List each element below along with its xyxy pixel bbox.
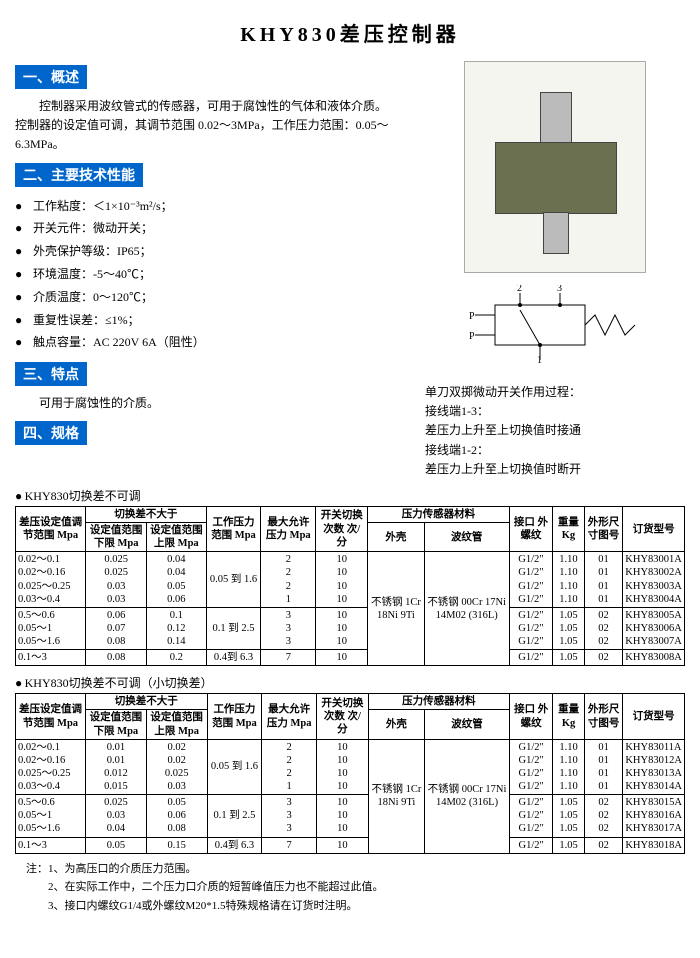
svg-text:3: 3 <box>557 285 562 294</box>
spec-item: 环境温度：-5～40℃； <box>33 263 395 286</box>
section-tech-header: 二、主要技术性能 <box>15 163 143 187</box>
switch-caption: 单刀双掷微动开关作用过程： 接线端1-3： 差压力上升至上切换值时接通 接线端1… <box>425 383 685 479</box>
tech-spec-list: 工作粘度：＜1×10⁻³m²/s； 开关元件：微动开关； 外壳保护等级：IP65… <box>15 195 395 355</box>
right-column: P P 2 3 1 单刀双掷微动开关作用过程： 接线端1-3： 差压力上升至上切… <box>425 61 685 479</box>
table-row: 0.1～3 0.050.15 0.4到 6.37 10 G1/2"1.05 02… <box>16 837 685 853</box>
table1-title: KHY830切换差不可调 <box>15 487 685 504</box>
table-row: 0.1～3 0.080.2 0.4到 6.37 10 G1/2"1.05 02K… <box>16 650 685 666</box>
spec-item: 触点容量：AC 220V 6A（阻性） <box>33 331 395 354</box>
table2-title: KHY830切换差不可调（小切换差） <box>15 674 685 691</box>
spec-item: 工作粘度：＜1×10⁻³m²/s； <box>33 195 395 218</box>
spec-table-1: 差压设定值调节范围 Mpa 切换差不大于 工作压力范围 Mpa 最大允许压力 M… <box>15 506 685 666</box>
spec-table-2: 差压设定值调节范围 Mpa 切换差不大于 工作压力范围 Mpa 最大允许压力 M… <box>15 693 685 853</box>
section-features-header: 三、特点 <box>15 362 87 386</box>
table-row: 0.02～0.10.02～0.160.025～0.250.03～0.4 0.01… <box>16 739 685 795</box>
product-image <box>464 61 646 273</box>
spec-item: 外壳保护等级：IP65； <box>33 240 395 263</box>
spec-item: 开关元件：微动开关； <box>33 217 395 240</box>
svg-text:P: P <box>469 311 475 322</box>
spec-item: 重复性误差：≤1%； <box>33 309 395 332</box>
svg-text:2: 2 <box>517 285 522 294</box>
table-row: 0.5～0.60.05～10.05～1.6 0.060.070.08 0.10.… <box>16 607 685 649</box>
section-overview-header: 一、概述 <box>15 65 87 89</box>
circuit-diagram: P P 2 3 1 <box>465 285 645 365</box>
footnotes: 注：1、为高压口的介质压力范围。 2、在实际工作中，二个压力口介质的短暂峰值压力… <box>15 860 685 916</box>
page-title: KHY830差压控制器 <box>15 18 685 47</box>
svg-text:1: 1 <box>537 355 542 365</box>
table-row: 0.5～0.60.05～10.05～1.6 0.0250.030.04 0.05… <box>16 795 685 837</box>
table-row: 0.02～0.10.02～0.16 0.025～0.250.03～0.4 0.0… <box>16 552 685 608</box>
left-column: 一、概述 控制器采用波纹管式的传感器，可用于腐蚀性的气体和液体介质。控制器的设定… <box>15 61 395 449</box>
overview-text: 控制器采用波纹管式的传感器，可用于腐蚀性的气体和液体介质。控制器的设定值可调，其… <box>15 97 395 155</box>
spec-item: 介质温度：0～120℃； <box>33 286 395 309</box>
svg-text:P: P <box>469 331 475 342</box>
section-spec-header: 四、规格 <box>15 421 87 445</box>
features-text: 可用于腐蚀性的介质。 <box>15 394 395 413</box>
